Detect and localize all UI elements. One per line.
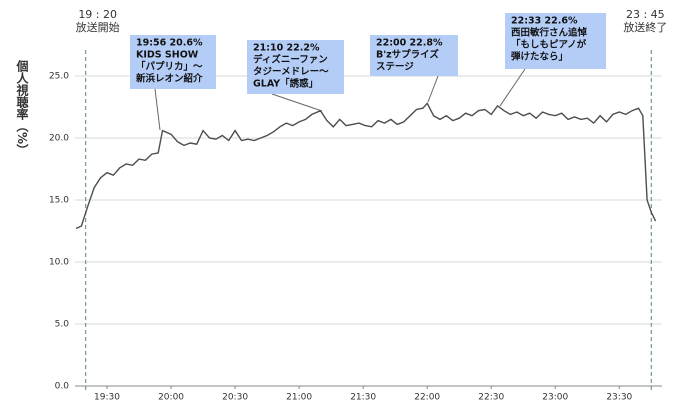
annotation-box [370, 35, 458, 76]
annotation-text: 19:56 20.6% [136, 38, 203, 49]
x-tick-label: 23:00 [542, 393, 568, 403]
annotation-text: 西田敏行さん追悼 [511, 27, 588, 39]
annotation-text: 新浜レオン紹介 [136, 73, 203, 85]
x-tick-label: 22:00 [414, 393, 440, 403]
annotation-leader [271, 93, 323, 112]
reference-label: 23 : 45 [626, 8, 665, 21]
y-axis-label: 個人視聴率（%） [15, 59, 29, 156]
annotation-leader [154, 88, 161, 131]
annotation-text: 22:00 22.8% [376, 38, 443, 49]
x-tick-label: 20:00 [158, 393, 184, 403]
annotation-text: 22:33 22.6% [511, 16, 578, 27]
x-tick-label: 22:30 [478, 393, 504, 403]
x-tick-label: 20:30 [222, 393, 248, 403]
x-tick-label: 21:00 [286, 393, 312, 403]
annotation-text: 「もしもピアノが [511, 39, 587, 51]
y-tick-label: 15.0 [49, 196, 69, 206]
annotation-box [505, 13, 606, 69]
y-tick-label: 0.0 [55, 382, 70, 392]
annotation-text: タジーメドレー～ [253, 66, 329, 78]
reference-label: 放送終了 [623, 20, 667, 34]
y-tick-label: 5.0 [55, 320, 70, 330]
annotation-leader [427, 75, 439, 103]
reference-label: 放送開始 [76, 20, 120, 34]
y-tick-label: 25.0 [49, 72, 69, 82]
x-tick-label: 19:30 [94, 393, 120, 403]
reference-label: 19 : 20 [78, 8, 117, 21]
x-tick-label: 23:30 [606, 393, 632, 403]
annotation-box [247, 40, 344, 94]
y-tick-label: 10.0 [49, 258, 69, 268]
annotation-text: 弾けたなら」 [511, 51, 568, 63]
annotation-text: KIDS SHOW [136, 50, 199, 61]
annotation-text: 21:10 22.2% [253, 43, 320, 54]
annotation-box [130, 35, 216, 89]
annotation-text: B'zサプライズ [376, 49, 439, 61]
annotation-text: ディズニーファン [253, 54, 328, 66]
annotation-text: GLAY「誘惑」 [253, 78, 318, 90]
y-tick-label: 20.0 [49, 134, 69, 144]
x-tick-label: 21:30 [350, 393, 376, 403]
annotation-text: 「パプリカ」～ [136, 61, 203, 73]
annotation-leader [499, 68, 526, 107]
line-series [75, 102, 657, 230]
annotation-text: ステージ [376, 62, 414, 73]
